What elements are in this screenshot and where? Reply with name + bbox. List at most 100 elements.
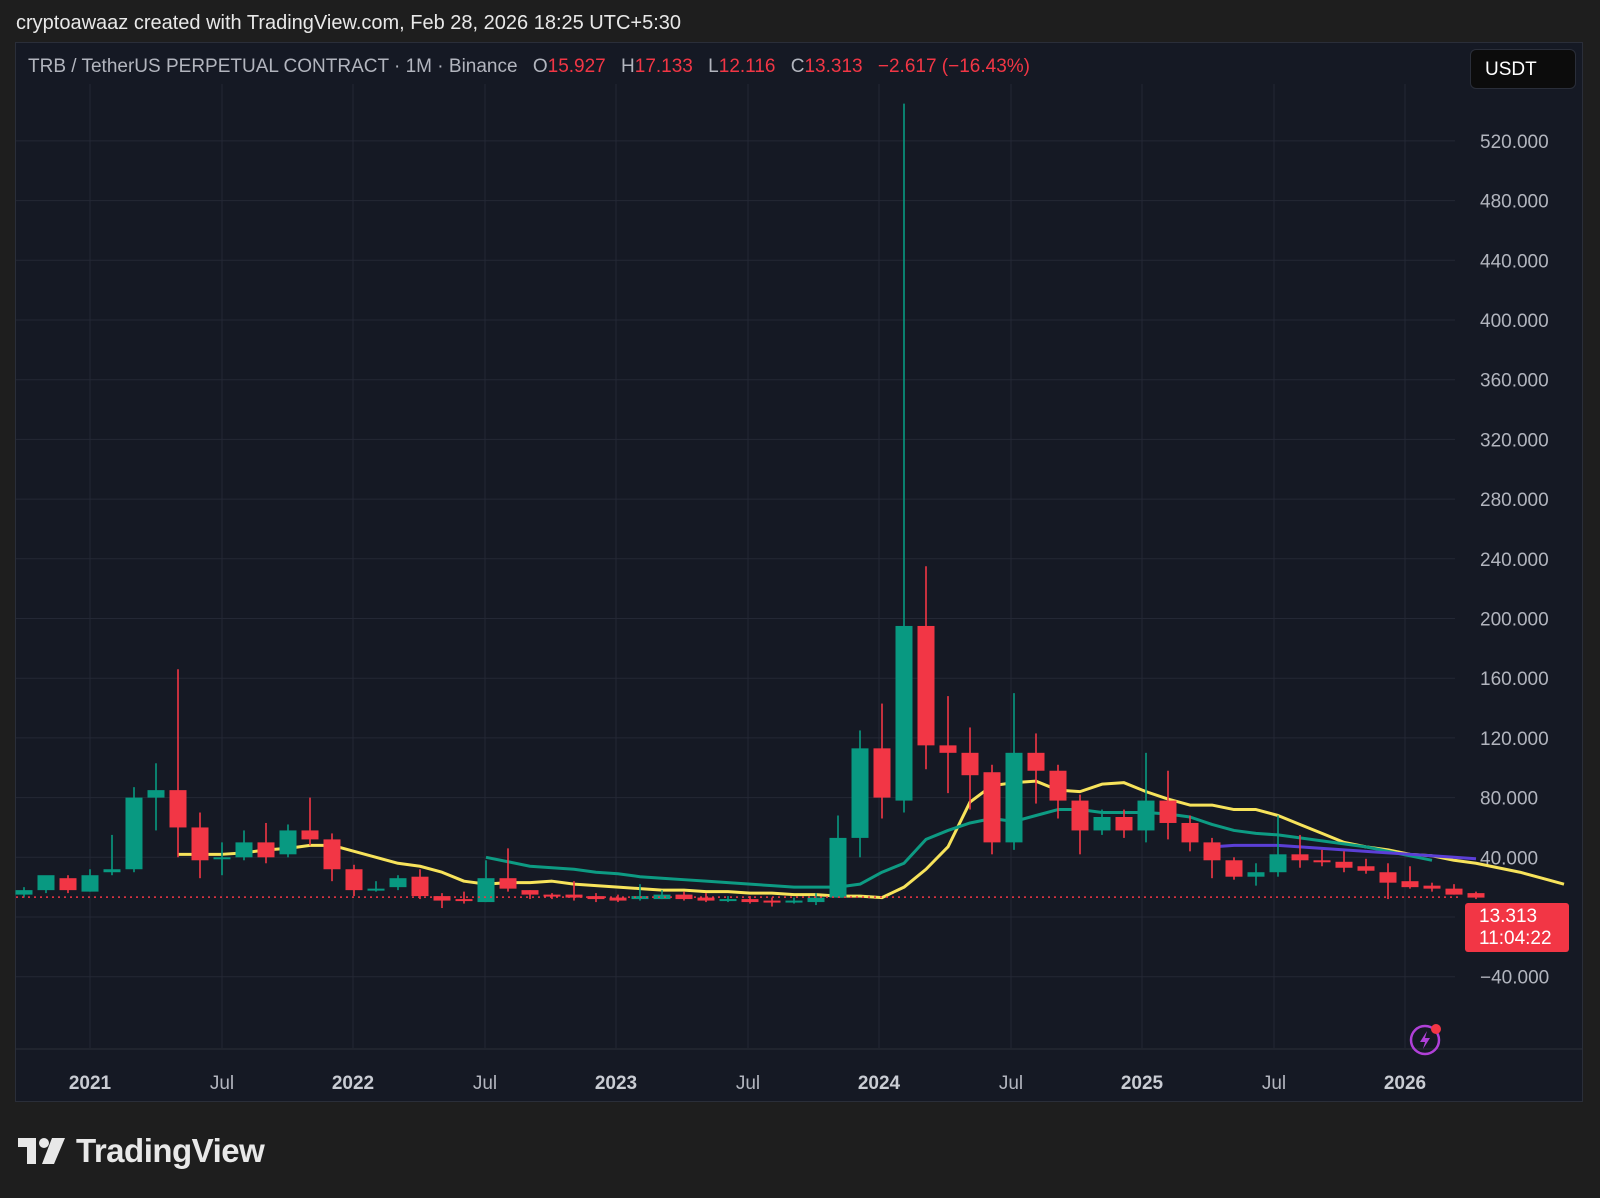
candle (433, 896, 451, 901)
last-price-value: 13.313 (1479, 906, 1538, 927)
brand-name: TradingView (76, 1132, 265, 1169)
x-axis-label: 2026 (1384, 1073, 1426, 1094)
candle (81, 875, 99, 892)
candle (15, 890, 33, 895)
candle (1159, 800, 1177, 823)
candle (939, 745, 957, 753)
x-axis-label: Jul (1262, 1073, 1286, 1094)
candle (1027, 752, 1045, 771)
moving-average-line (485, 808, 1433, 889)
candle (191, 827, 209, 861)
y-axis-label: 520.000 (1480, 132, 1549, 153)
candle (477, 878, 495, 903)
candle (983, 772, 1001, 843)
candle (367, 888, 385, 891)
candle (1423, 885, 1441, 889)
y-axis-label: 120.000 (1480, 729, 1549, 750)
x-axis-label: 2021 (69, 1073, 112, 1094)
y-axis-label: 80.000 (1480, 789, 1538, 810)
y-axis-label: 320.000 (1480, 430, 1549, 451)
high-value: 17.133 (634, 56, 693, 77)
candle (37, 875, 55, 891)
chart-frame[interactable] (15, 42, 1583, 1102)
candle (829, 837, 847, 898)
close-label: C (790, 56, 805, 77)
candle (235, 842, 253, 858)
y-axis-label: 400.000 (1480, 311, 1549, 332)
x-axis-label: 2022 (332, 1073, 374, 1094)
chart-credit: cryptoawaaz created with TradingView.com… (16, 12, 682, 34)
candle (213, 857, 231, 860)
candle (1049, 770, 1067, 801)
candle (1005, 752, 1023, 843)
candle (1269, 854, 1287, 873)
x-axis-label: 2025 (1121, 1073, 1164, 1094)
y-axis-label: −40.000 (1480, 968, 1549, 989)
candle (103, 869, 121, 873)
candle (697, 897, 715, 901)
candle (873, 748, 891, 798)
y-axis-label: 360.000 (1480, 371, 1549, 392)
y-axis-label: 160.000 (1480, 669, 1549, 690)
candle (917, 625, 935, 746)
last-price-tag: 13.313 11:04:22 (1465, 903, 1569, 952)
x-axis-label: Jul (736, 1073, 760, 1094)
close-value: 13.313 (804, 56, 863, 77)
moving-average-line (178, 779, 1565, 900)
candle (1467, 893, 1485, 898)
candle (301, 830, 319, 840)
x-axis-label: Jul (473, 1073, 497, 1094)
x-axis-label: 2024 (858, 1073, 901, 1094)
y-axis-label: 40.000 (1480, 848, 1538, 869)
candle (785, 900, 803, 903)
candle (851, 748, 869, 838)
candle (895, 625, 913, 801)
candle (587, 896, 605, 900)
y-axis-label: 440.000 (1480, 251, 1549, 272)
y-axis-label: 200.000 (1480, 610, 1549, 631)
high-label: H (621, 56, 635, 77)
candle (741, 899, 759, 903)
lightning-bolt-icon[interactable] (1409, 1022, 1441, 1056)
symbol-title[interactable]: TRB / TetherUS PERPETUAL CONTRACT · 1M ·… (28, 56, 518, 77)
candle (1401, 881, 1419, 888)
candle (1225, 860, 1243, 877)
candle (565, 894, 583, 898)
tradingview-logo[interactable]: TradingView (18, 1132, 265, 1170)
candle (653, 894, 671, 900)
candle (543, 894, 561, 897)
candle (169, 790, 187, 828)
candle (323, 839, 341, 870)
candle (719, 899, 737, 902)
candle (1071, 800, 1089, 831)
y-axis-label: 240.000 (1480, 550, 1549, 571)
low-value: 12.116 (718, 56, 776, 77)
low-label: L (708, 56, 719, 77)
y-axis-label: 280.000 (1480, 490, 1549, 511)
candle (1313, 860, 1331, 863)
candle (125, 797, 143, 870)
candle (521, 890, 539, 895)
candle (59, 878, 77, 891)
candle (147, 790, 165, 798)
bar-countdown: 11:04:22 (1479, 928, 1552, 949)
candle (411, 876, 429, 897)
candle (257, 842, 275, 858)
moving-average-line (1211, 843, 1477, 861)
candle (1379, 872, 1397, 883)
candle (1115, 817, 1133, 831)
candle (1093, 817, 1111, 831)
tradingview-logo-icon (18, 1138, 65, 1164)
open-label: O (532, 56, 548, 77)
open-value: 15.927 (547, 56, 606, 77)
candle (1335, 861, 1353, 868)
y-axis-label: 480.000 (1480, 192, 1549, 213)
candle (609, 897, 627, 901)
change-value: −2.617 (−16.43%) (877, 56, 1030, 77)
currency-button[interactable]: USDT (1470, 49, 1576, 89)
candle (807, 897, 825, 903)
candle (1445, 888, 1463, 895)
candle (455, 899, 473, 902)
symbol-legend: TRB / TetherUS PERPETUAL CONTRACT · 1M ·… (28, 56, 1030, 78)
